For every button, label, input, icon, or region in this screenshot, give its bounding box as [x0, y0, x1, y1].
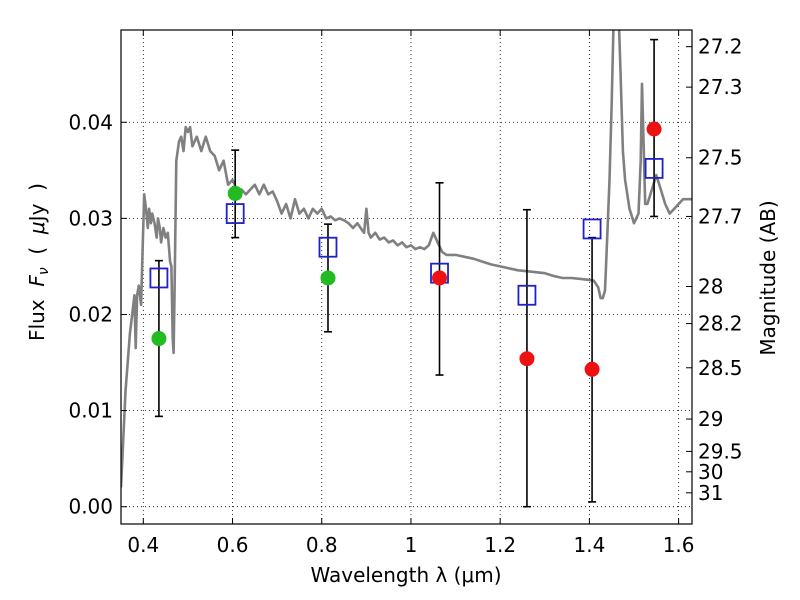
mag-tick-label: 27.7 [698, 204, 743, 228]
x-tick-label: 0.4 [127, 533, 159, 557]
spectrum-line [121, 30, 692, 488]
x-tick-label: 0.8 [306, 533, 338, 557]
y-label-mu: μ [25, 221, 49, 235]
y-tick-label: 0.02 [68, 302, 113, 326]
y-axis-label: Flux Fν ( μJy ) [25, 183, 52, 341]
error-bars [154, 38, 659, 508]
x-tick-label: 1.6 [663, 533, 695, 557]
y-label-flux: Flux [25, 287, 49, 341]
y-tick-label: 0.03 [68, 206, 113, 230]
nondetection-point [432, 270, 448, 286]
x-tick-label: 1.2 [484, 533, 516, 557]
y-label-f: F [25, 275, 49, 287]
nondetection-point [519, 351, 535, 367]
model-square-point [517, 284, 537, 306]
model-square-point [149, 267, 169, 289]
mag-tick-label: 28 [698, 275, 723, 299]
model-spectrum [121, 30, 692, 488]
y-tick-label: 0.00 [68, 495, 113, 519]
x-tick-label: 1 [405, 533, 418, 557]
x-tick-label: 1.4 [573, 533, 605, 557]
mag-tick-label: 27.5 [698, 146, 743, 170]
mag-tick-label: 27.3 [698, 75, 743, 99]
plot-frame [120, 29, 693, 525]
model-square-point [318, 236, 338, 258]
x-tick-label: 0.6 [217, 533, 249, 557]
y-label-open: ( [25, 234, 49, 267]
model-square-point [582, 218, 602, 240]
axis-ticks: 0.4 0.6 0.8 1 1.2 1.4 1.6 0.00 0.01 0.02 0.03 0.04 2… [68, 30, 743, 557]
model-square-point [644, 157, 664, 179]
mag-tick-label: 29 [698, 407, 723, 431]
y2-axis-label: Magnitude (AB) [756, 200, 780, 355]
mag-tick-label: 29.5 [698, 439, 743, 463]
mag-tick-label: 28.2 [698, 312, 743, 336]
mag-tick-label: 31 [698, 481, 723, 505]
y-tick-label: 0.01 [68, 399, 113, 423]
nondetection-point [584, 361, 600, 377]
nondetection-point [646, 121, 662, 137]
y-tick-label: 0.04 [68, 110, 113, 134]
model-square-point [225, 203, 245, 224]
y-label-nu: ν [36, 267, 52, 275]
y-label-unit: Jy ) [25, 183, 49, 223]
x-axis-label: Wavelength λ (μm) [310, 563, 501, 587]
detection-point [320, 270, 336, 286]
detection-point [151, 331, 167, 347]
mag-tick-label: 27.2 [698, 35, 743, 59]
data-markers [149, 121, 664, 377]
detection-point [227, 185, 243, 201]
mag-tick-label: 30 [698, 460, 723, 484]
mag-tick-label: 28.5 [698, 356, 743, 380]
